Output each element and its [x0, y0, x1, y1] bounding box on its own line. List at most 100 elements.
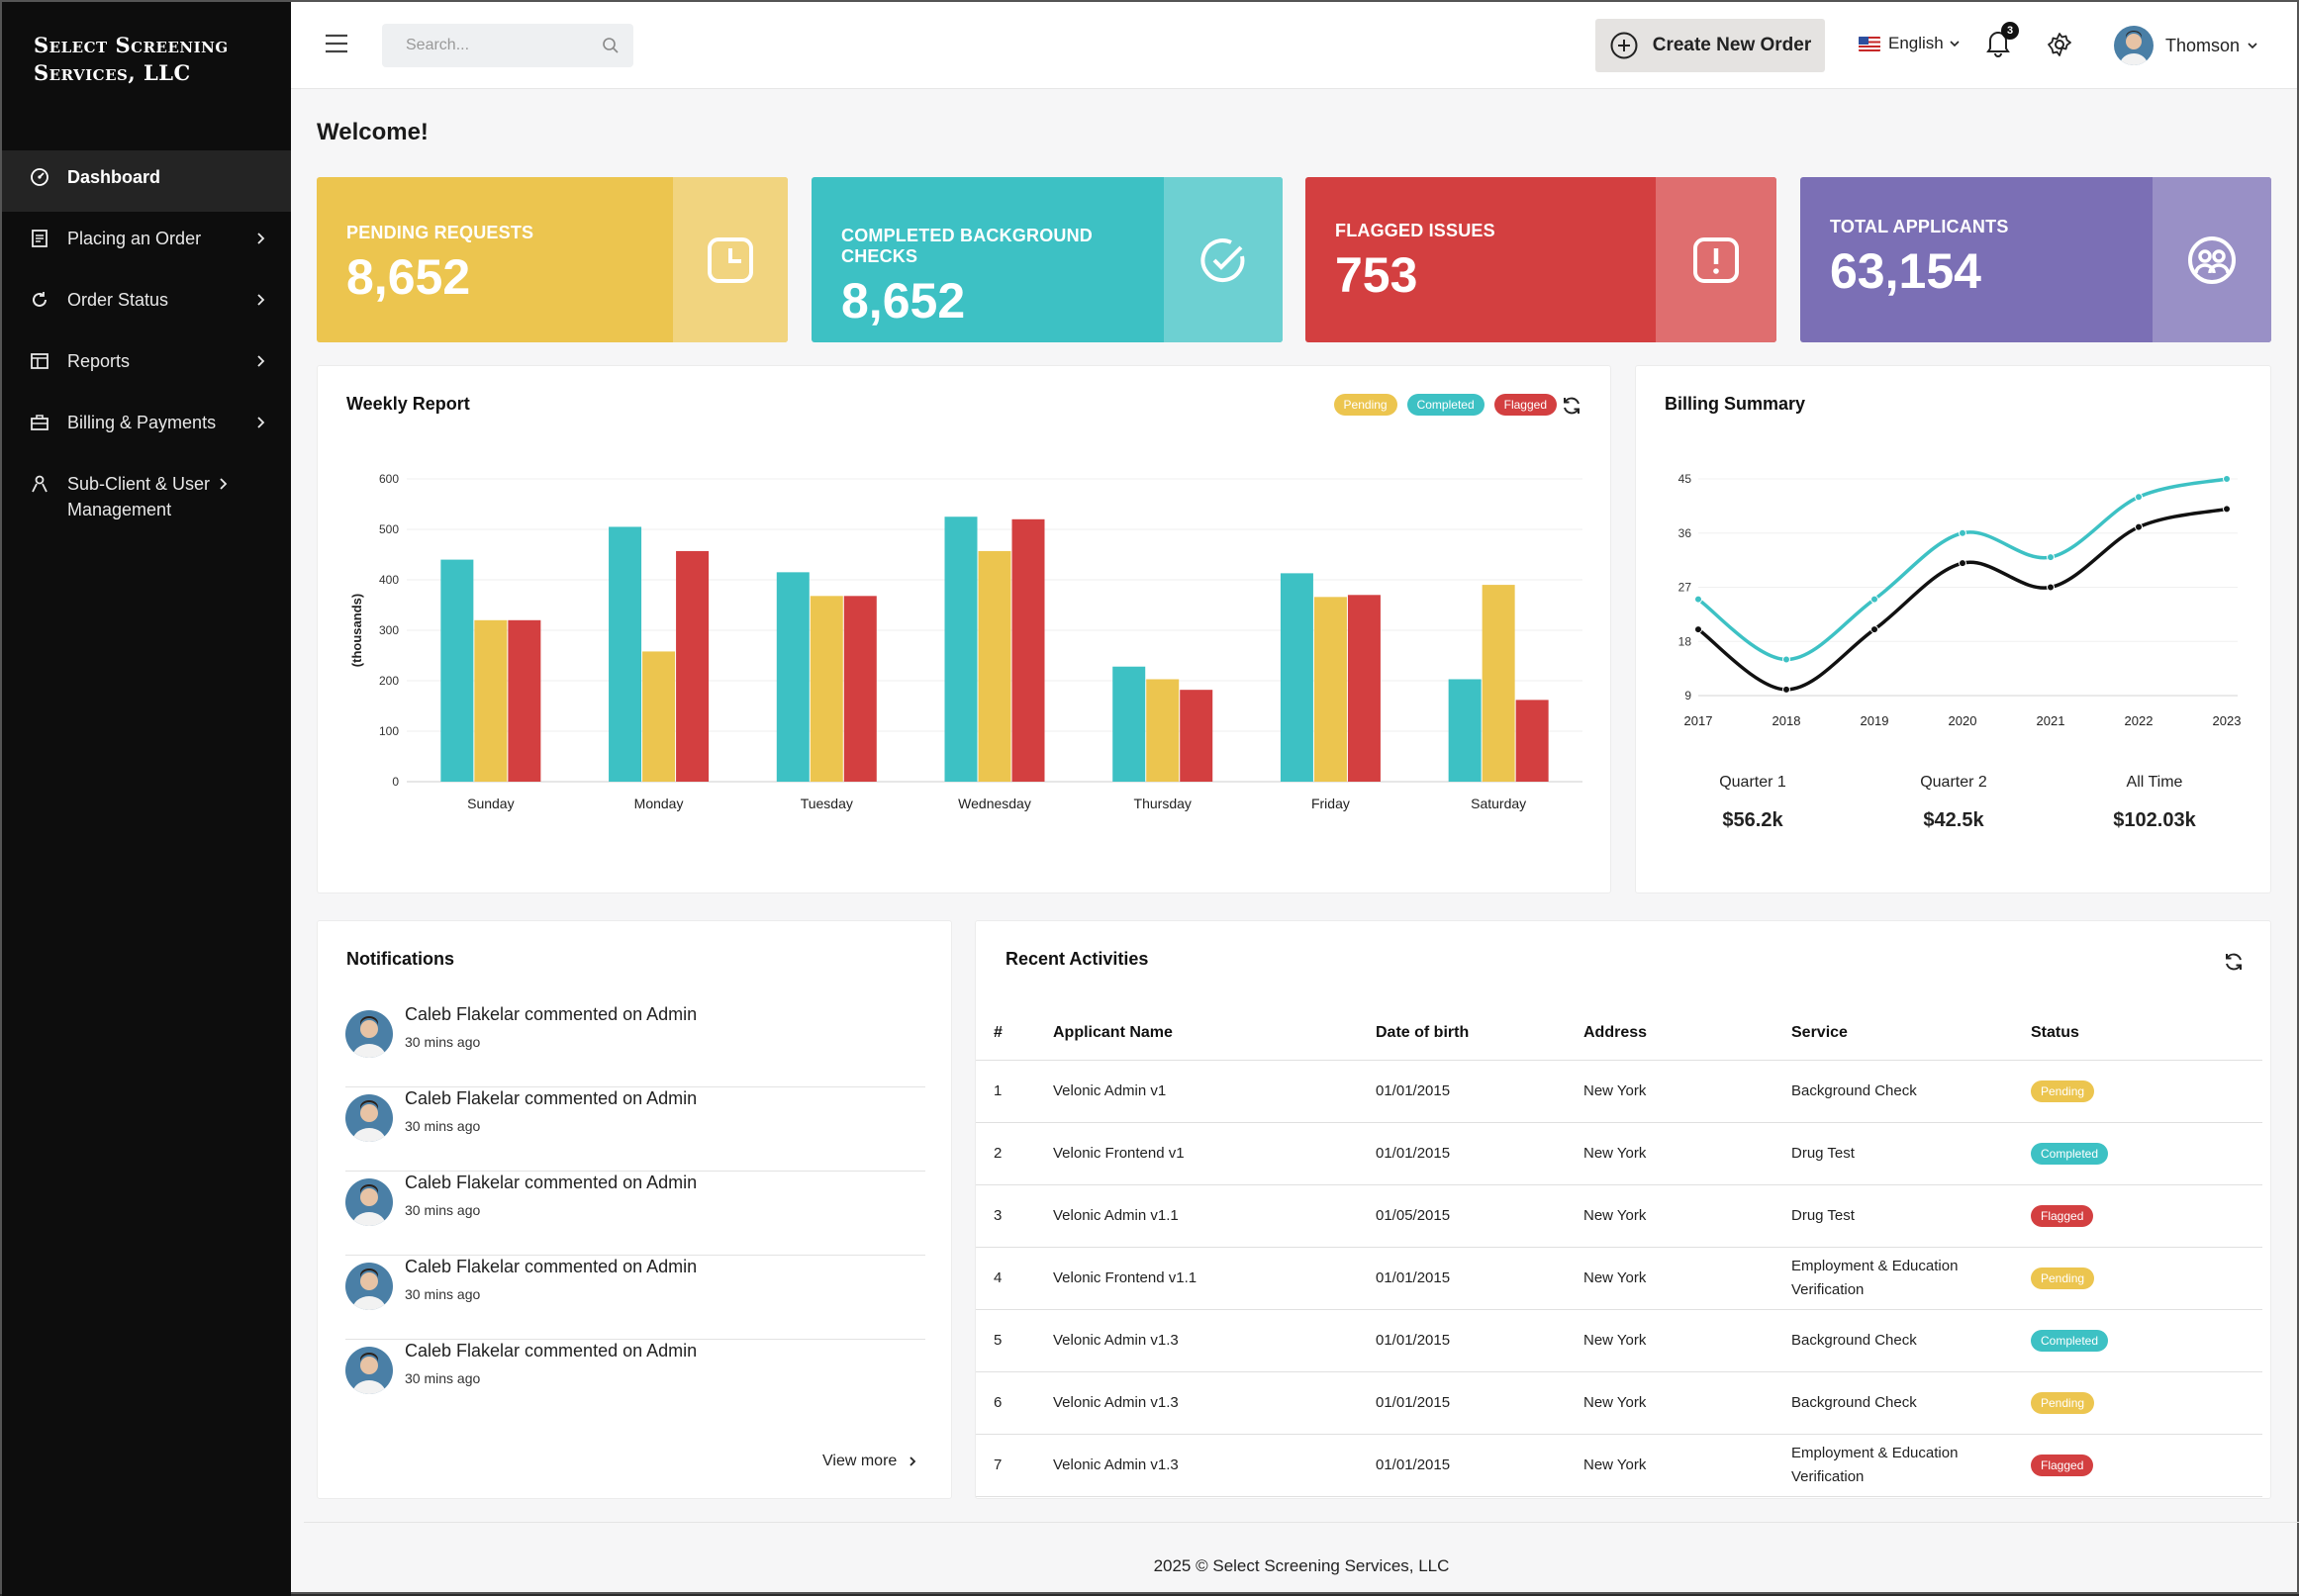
us-flag-icon: [1859, 36, 1880, 51]
stat-value: 8,652: [841, 273, 966, 329]
cell-address: New York: [1583, 1371, 1791, 1435]
bar-flagged-monday[interactable]: [676, 550, 710, 782]
cell-name: Velonic Admin v1.3: [1053, 1434, 1376, 1497]
stat-value: 63,154: [1830, 243, 1981, 299]
chevron-right-icon: [257, 417, 265, 428]
bar-completed-monday[interactable]: [609, 526, 642, 782]
table-row[interactable]: 5 Velonic Admin v1.3 01/01/2015 New York Bac…: [976, 1309, 2262, 1372]
table-row[interactable]: 3 Velonic Admin v1.1 01/05/2015 New York Dru…: [976, 1184, 2262, 1248]
list-item[interactable]: Caleb Flakelar commented on Admin 30 mins…: [345, 1341, 925, 1424]
bar-pending-sunday[interactable]: [474, 619, 508, 782]
col-header-address[interactable]: Address: [1583, 1006, 1791, 1061]
notifications-bell[interactable]: 3: [1985, 22, 2019, 59]
bar-flagged-thursday[interactable]: [1180, 690, 1213, 782]
stat-card-applicants[interactable]: Total Applicants 63,154: [1800, 177, 2271, 342]
billing-q1-value: $56.2k: [1722, 809, 1783, 831]
line-point[interactable]: [2047, 553, 2055, 562]
refresh-icon[interactable]: [1561, 395, 1582, 417]
status-badge: Pending: [2031, 1080, 2095, 1102]
bar-pending-wednesday[interactable]: [978, 550, 1011, 782]
language-selector[interactable]: English: [1859, 34, 1961, 53]
cell-service: Employment & Education Verification: [1791, 1434, 2031, 1497]
bar-flagged-sunday[interactable]: [508, 619, 541, 782]
hamburger-menu-icon[interactable]: [325, 34, 348, 53]
create-new-order-button[interactable]: Create New Order: [1595, 19, 1825, 72]
col-header-name[interactable]: Applicant Name: [1053, 1006, 1376, 1061]
sidebar-item-user-management[interactable]: Sub-Client & User Management: [2, 457, 291, 536]
sidebar: Select Screening Services, LLC Dashboard…: [2, 2, 291, 1596]
legend-pending[interactable]: Pending: [1333, 394, 1397, 416]
line-point[interactable]: [2223, 475, 2231, 483]
bar-pending-tuesday[interactable]: [810, 596, 843, 782]
search-input[interactable]: [382, 24, 590, 67]
bar-pending-saturday[interactable]: [1482, 585, 1515, 782]
brand-logo[interactable]: Select Screening Services, LLC: [34, 32, 271, 87]
col-header-status[interactable]: Status: [2031, 1006, 2262, 1061]
y-tick-label: 600: [379, 472, 399, 486]
line-point[interactable]: [2135, 522, 2143, 531]
stat-card-pending[interactable]: Pending Requests 8,652: [317, 177, 788, 342]
line-point[interactable]: [1959, 559, 1966, 568]
bar-pending-thursday[interactable]: [1146, 679, 1180, 782]
bar-completed-thursday[interactable]: [1112, 666, 1146, 782]
view-more-link[interactable]: View more: [822, 1453, 918, 1470]
cell-name: Velonic Admin v1: [1053, 1060, 1376, 1123]
sidebar-item-order-status[interactable]: Order Status: [2, 273, 291, 334]
col-header-num: #: [976, 1006, 1053, 1061]
gear-icon[interactable]: [2047, 32, 2072, 57]
user-menu[interactable]: Thomson: [2114, 26, 2258, 65]
legend-flagged[interactable]: Flagged: [1493, 394, 1557, 416]
x-tick-label: 2021: [2037, 713, 2065, 728]
line-point[interactable]: [1782, 655, 1790, 664]
list-item[interactable]: Caleb Flakelar commented on Admin 30 mins…: [345, 1173, 925, 1256]
sidebar-item-billing[interactable]: Billing & Payments: [2, 396, 291, 457]
list-item[interactable]: Caleb Flakelar commented on Admin 30 mins…: [345, 1257, 925, 1340]
line-point[interactable]: [1694, 595, 1702, 604]
table-row[interactable]: 7 Velonic Admin v1.3 01/01/2015 New York Emp…: [976, 1434, 2262, 1497]
line-point[interactable]: [1870, 625, 1878, 634]
line-point[interactable]: [1959, 528, 1966, 537]
bar-completed-saturday[interactable]: [1448, 679, 1482, 782]
col-header-service[interactable]: Service: [1791, 1006, 2031, 1061]
refresh-icon[interactable]: [2223, 951, 2245, 973]
cell-name: Velonic Admin v1.3: [1053, 1371, 1376, 1435]
bar-flagged-wednesday[interactable]: [1011, 518, 1045, 782]
legend-completed[interactable]: Completed: [1406, 394, 1485, 416]
table-row[interactable]: 1 Velonic Admin v1 01/01/2015 New York Backg…: [976, 1060, 2262, 1123]
sidebar-item-reports[interactable]: Reports: [2, 334, 291, 396]
line-point[interactable]: [1782, 685, 1790, 694]
bar-pending-friday[interactable]: [1313, 597, 1347, 782]
table-row[interactable]: 6 Velonic Admin v1.3 01/01/2015 New York Bac…: [976, 1371, 2262, 1435]
sidebar-item-placing-order[interactable]: Placing an Order: [2, 212, 291, 273]
stat-value: 8,652: [346, 249, 471, 305]
bar-completed-friday[interactable]: [1280, 573, 1313, 782]
line-point[interactable]: [1870, 595, 1878, 604]
table-row[interactable]: 2 Velonic Frontend v1 01/01/2015 New York Dr…: [976, 1122, 2262, 1185]
bar-flagged-saturday[interactable]: [1515, 700, 1549, 782]
stat-card-completed[interactable]: Completed Background Checks 8,652: [812, 177, 1283, 342]
line-point[interactable]: [2135, 493, 2143, 502]
list-item[interactable]: Caleb Flakelar commented on Admin 30 mins…: [345, 1088, 925, 1172]
bar-completed-tuesday[interactable]: [776, 572, 810, 782]
line-point[interactable]: [2047, 583, 2055, 592]
stat-card-flagged[interactable]: Flagged Issues 753: [1305, 177, 1776, 342]
bar-pending-monday[interactable]: [642, 651, 676, 782]
line-point[interactable]: [1694, 625, 1702, 634]
list-item[interactable]: Caleb Flakelar commented on Admin 30 mins…: [345, 1004, 925, 1087]
line-series-1[interactable]: [1696, 477, 2228, 662]
bar-flagged-friday[interactable]: [1347, 595, 1381, 782]
stat-title: Pending Requests: [346, 223, 534, 242]
bar-completed-sunday[interactable]: [440, 559, 474, 782]
bar-completed-wednesday[interactable]: [944, 516, 978, 782]
sidebar-item-dashboard[interactable]: Dashboard: [2, 150, 291, 212]
billing-q2-label: Quarter 2: [1920, 774, 1987, 791]
col-header-dob[interactable]: Date of birth: [1376, 1006, 1583, 1061]
search-icon[interactable]: [602, 37, 620, 54]
line-point[interactable]: [2223, 505, 2231, 514]
chevron-down-icon: [1950, 41, 1960, 47]
stat-title: Total Applicants: [1830, 217, 2009, 236]
stat-title: Completed Background Checks: [841, 226, 1093, 266]
chevron-right-icon: [220, 478, 228, 490]
table-row[interactable]: 4 Velonic Frontend v1.1 01/01/2015 New York…: [976, 1247, 2262, 1310]
bar-flagged-tuesday[interactable]: [843, 596, 877, 782]
